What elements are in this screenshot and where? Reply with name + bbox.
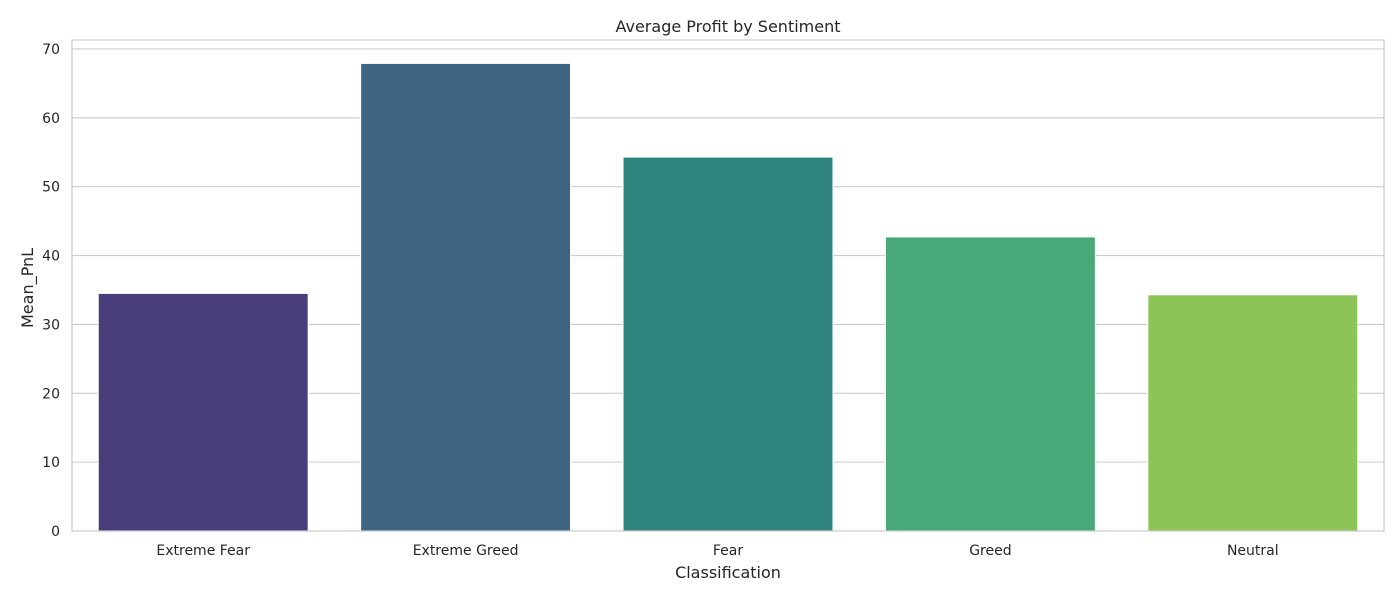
x-tick-label: Extreme Fear: [156, 543, 250, 559]
bar: [360, 62, 572, 532]
x-tick-label: Fear: [713, 543, 743, 559]
bar: [1147, 294, 1359, 532]
y-tick-label: 30: [42, 317, 60, 333]
bar: [97, 292, 309, 532]
y-tick-label: 60: [42, 111, 60, 127]
bar: [622, 156, 834, 532]
x-tick-label: Extreme Greed: [413, 543, 519, 559]
plot-frame: [71, 39, 1385, 532]
y-tick-label: 20: [42, 386, 60, 402]
y-tick-label: 70: [42, 42, 60, 58]
bar: [884, 236, 1096, 532]
chart-title: Average Profit by Sentiment: [615, 17, 840, 36]
bars: [97, 62, 1359, 532]
y-axis-label: Mean_PnL: [18, 248, 38, 328]
y-tick-label: 40: [42, 249, 60, 265]
x-axis-label: Classification: [675, 563, 781, 582]
x-tick-label: Greed: [969, 543, 1011, 559]
y-tick-label: 0: [51, 524, 60, 540]
y-tick-label: 50: [42, 180, 60, 196]
y-tick-label: 10: [42, 455, 60, 471]
x-tick-labels: Extreme Fear Extreme Greed Fear Greed Neutra…: [156, 543, 1278, 559]
x-tick-label: Neutral: [1227, 543, 1279, 559]
y-tick-labels: 0 10 20 30 40 50 60 70: [42, 42, 60, 540]
